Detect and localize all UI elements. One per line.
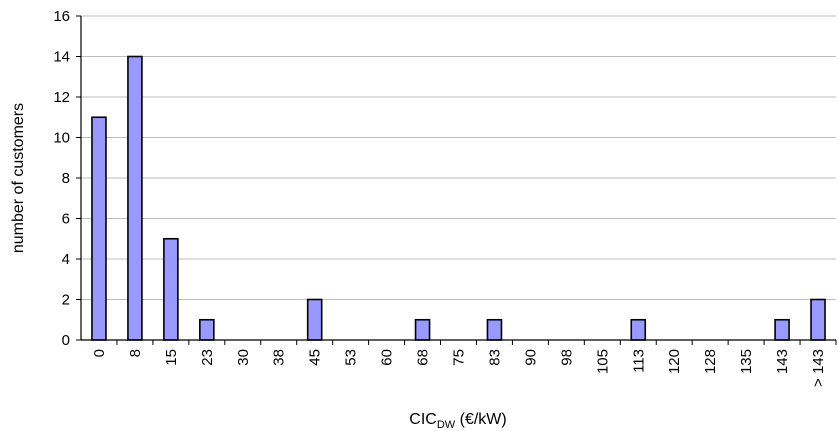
y-tick-label: 16 [53,8,70,25]
x-tick-label: 68 [415,349,432,366]
y-tick-label: 4 [62,251,70,268]
bar [414,318,431,341]
x-tick-label: 0 [91,349,108,357]
bar [163,237,179,341]
x-axis-title: CICDW (€/kW) [409,411,506,431]
x-axis-title-subscript: DW [437,419,456,431]
y-axis-title: number of customers [10,103,27,253]
x-tick-label: > 143 [810,349,827,387]
x-tick-label: 90 [522,349,539,366]
x-tick-label: 128 [702,349,719,374]
x-axis-title-main: CIC [409,411,437,428]
y-tick-label: 8 [62,170,70,187]
x-tick-label: 15 [163,349,180,366]
bar [774,318,790,341]
bar [630,318,647,341]
bars [91,55,826,341]
bar [199,318,215,341]
x-axis-title-unit: (€/kW) [455,411,507,428]
x-tick-label: 45 [307,349,324,366]
x-tick-label: 83 [486,349,503,366]
x-tick-label: 113 [630,349,647,373]
y-tick-label: 14 [53,49,70,66]
gridlines [81,15,836,300]
x-tick-label: 105 [594,349,611,374]
x-tick-label: 8 [127,349,144,357]
x-tick-label: 98 [558,349,575,366]
x-tick-label: 75 [451,349,468,366]
axes [76,15,837,345]
bar [127,55,143,341]
bar [810,298,826,341]
x-tick-labels: 0 8 15 23 30 38 45 53 60 68 75 83 90 98 105 113 120 128 13… [91,349,827,387]
y-tick-labels: 0 2 4 6 8 10 12 14 16 [53,8,70,349]
x-tick-label: 120 [666,349,683,374]
y-tick-label: 12 [53,89,70,106]
x-tick-label: 30 [235,349,252,366]
x-tick-label: 143 [774,349,791,374]
y-tick-label: 0 [62,332,70,349]
bar [306,298,323,341]
x-tick-label: 23 [199,349,216,366]
y-tick-label: 6 [62,211,70,228]
y-tick-label: 2 [62,292,70,309]
x-tick-label: 60 [379,349,396,366]
x-tick-label: 135 [738,349,755,374]
bar [486,318,503,341]
x-tick-label: 38 [271,349,288,366]
y-tick-label: 10 [53,130,70,147]
x-tick-label: 53 [343,349,360,366]
bar [91,116,107,341]
